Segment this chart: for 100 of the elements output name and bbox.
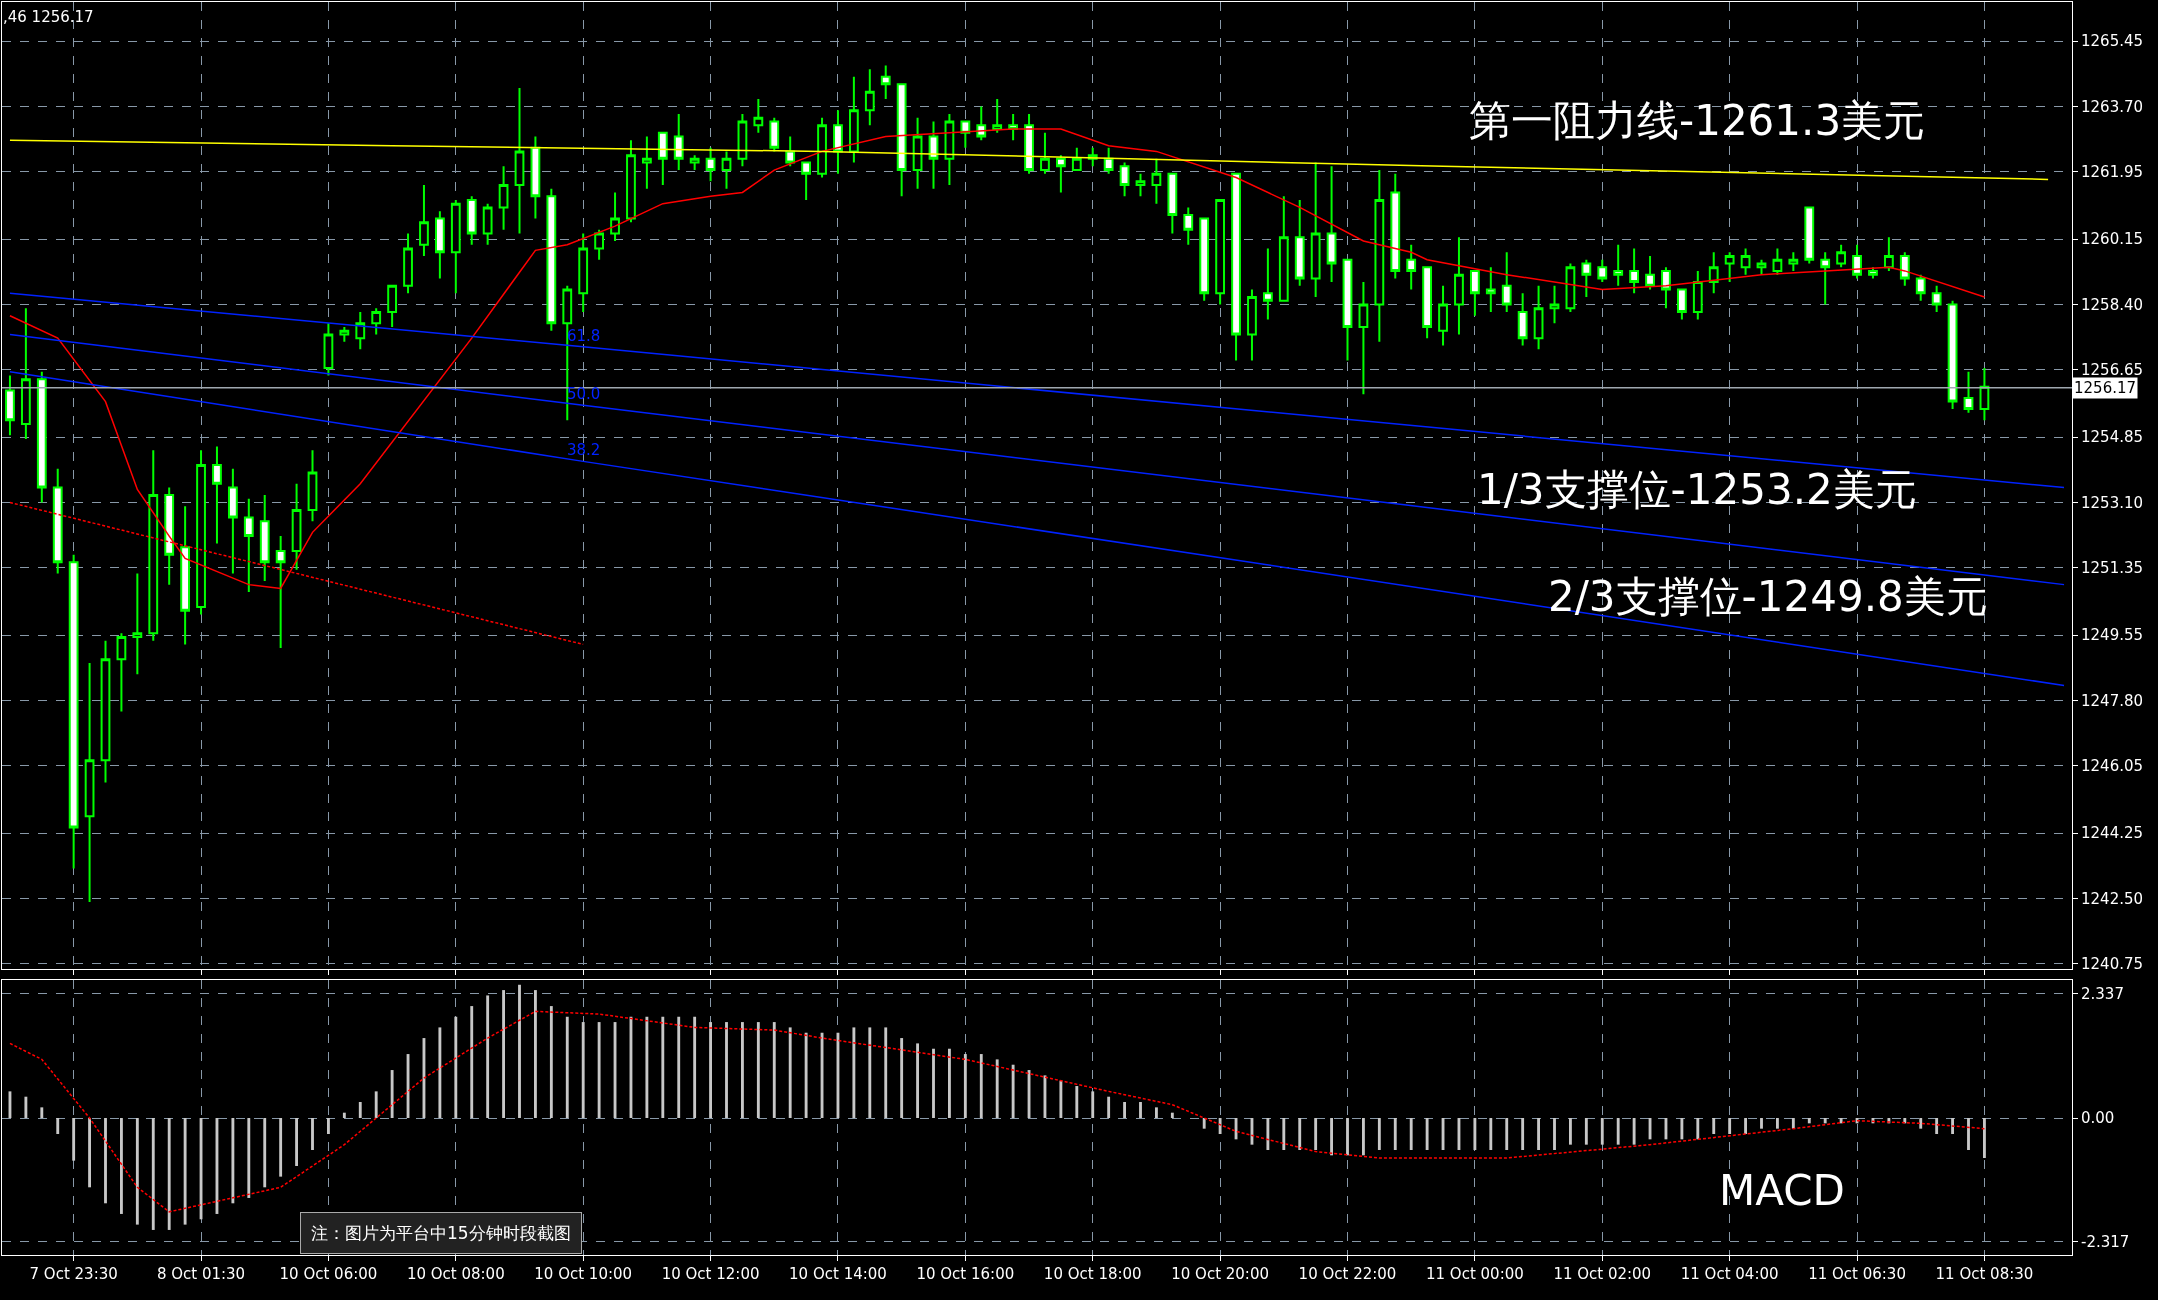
candlestick [1199,217,1210,302]
bar [963,1054,967,1119]
candlestick [785,135,796,168]
bar [518,984,521,1119]
series-label: 38.2 [567,441,601,459]
bar [1696,1118,1700,1140]
bar [104,1118,107,1204]
x-tick-label: 10 Oct 10:00 [534,1265,633,1283]
bar [390,1070,394,1119]
bar [725,1022,728,1119]
annotation: 注：图片为平台中15分钟时段截图 [311,1223,571,1243]
y-tick-label: 1261.95 [2081,163,2144,182]
bar [1218,1118,1222,1135]
bar [151,1118,155,1230]
bar [1791,1118,1795,1129]
x-tick-label: 7 Oct 23:30 [29,1265,118,1283]
bar [1521,1118,1525,1150]
candlestick [1406,243,1417,291]
candlestick [498,165,509,231]
bar [342,1112,346,1119]
candlestick [1597,258,1608,284]
candlestick [1836,243,1847,269]
candlestick [864,68,875,127]
candlestick [1247,288,1257,362]
y-tick-label: 1254.85 [2081,428,2144,447]
x-tick-label: 10 Oct 06:00 [279,1265,378,1283]
candlestick [1374,169,1385,343]
candlestick [689,154,700,172]
candlestick [817,116,827,179]
bar [1330,1118,1334,1156]
x-tick-label: 11 Oct 02:00 [1553,1265,1652,1283]
candlestick [227,467,238,575]
bar [24,1096,28,1119]
bar [900,1038,904,1119]
candlestick [992,98,1003,134]
bar [1553,1118,1556,1150]
candlestick [1947,299,1958,411]
candlestick [1103,146,1114,175]
candlestick [212,445,222,545]
x-tick-label: 11 Oct 06:30 [1808,1265,1906,1283]
candlestick [848,75,859,164]
bar [326,1118,330,1135]
bar [454,1016,458,1119]
candlestick [737,113,748,168]
candlestick [148,449,159,642]
candlestick [1055,154,1066,194]
bar [947,1048,951,1119]
x-tick-label: 10 Oct 14:00 [789,1265,887,1283]
candlestick [482,202,493,246]
bar [979,1054,983,1119]
candlestick [419,184,429,257]
bar [1744,1118,1748,1135]
candlestick [403,232,413,295]
bar [1075,1086,1079,1119]
candlestick [673,113,684,172]
bar [740,1022,744,1119]
line-series [9,139,2049,181]
candlestick [1883,236,1894,272]
candlestick [1676,288,1687,321]
bar [1123,1102,1127,1119]
candlestick [84,662,95,904]
annotation: MACD [1719,1166,1845,1215]
candlestick [626,139,636,224]
line-series [9,1010,1986,1213]
bar [1632,1118,1636,1145]
bar [358,1102,362,1119]
candlestick [100,639,111,784]
x-tick-label: 8 Oct 01:30 [156,1265,246,1283]
bar [1473,1118,1477,1150]
bar [40,1107,44,1119]
bar [1107,1096,1111,1119]
bar [677,1016,681,1119]
candlestick [52,467,63,575]
bar [868,1027,872,1119]
annotation: 第一阻力线-1261.3美元 [1469,96,1926,145]
bar [645,1016,649,1119]
bar [709,1022,713,1119]
bar [1935,1118,1939,1135]
y-tick-label: 1260.15 [2081,230,2144,249]
candlestick [291,482,302,571]
bar [932,1048,935,1119]
bar [1266,1118,1270,1150]
candlestick [1772,247,1783,276]
bar [231,1118,235,1204]
candlestick [1469,269,1480,317]
bar [1584,1118,1588,1145]
y-tick-label: 0.00 [2081,1109,2115,1128]
candlestick [450,198,461,295]
candlestick [1979,367,1990,422]
y-tick-label: 1240.75 [2081,954,2144,973]
bar [788,1027,792,1119]
bar [502,990,506,1119]
candlestick [944,113,955,187]
y-tick-label: 1246.05 [2081,757,2144,776]
bar [661,1016,665,1119]
series-label: 61.8 [567,327,601,345]
candlestick [801,161,812,201]
bar [1760,1118,1763,1129]
candlestick [387,284,398,328]
bar [135,1118,139,1225]
